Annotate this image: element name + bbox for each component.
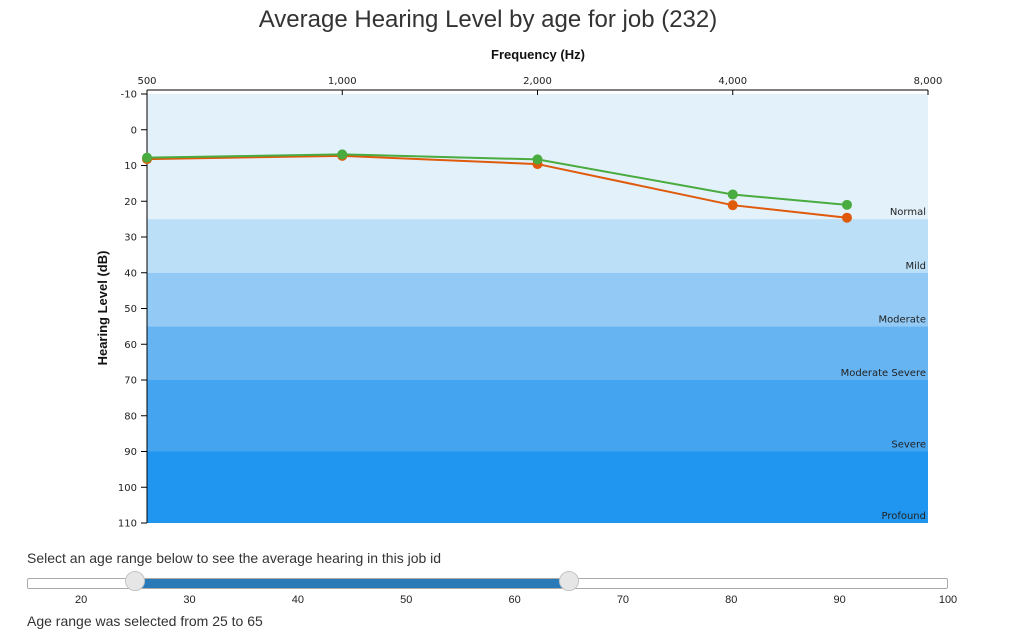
slider-tick-5: 70 <box>616 594 630 606</box>
slider-tick-7: 90 <box>833 594 846 606</box>
series-points <box>142 149 852 223</box>
y-tick-label-10: 90 <box>124 447 137 458</box>
slider-tick-3: 50 <box>400 594 413 606</box>
slider-tick-4: 60 <box>508 594 521 606</box>
series-1-point-1 <box>337 149 348 160</box>
series-0-point-4 <box>841 212 852 223</box>
band-2 <box>147 272 928 327</box>
y-tick-label-0: -10 <box>121 90 137 101</box>
x-tick-label-2: 2,000 <box>523 76 552 87</box>
slider-handle-min[interactable] <box>125 571 146 591</box>
band-4 <box>147 380 928 452</box>
band-label-1: Mild <box>905 261 926 272</box>
series-1-point-0 <box>142 152 152 163</box>
x-tick-label-1: 1,000 <box>328 76 357 87</box>
severity-bands: Normal Mild Moderate Moderate Severe Severe P… <box>147 94 928 523</box>
slider-tick-6: 80 <box>725 594 738 606</box>
slider-tick-2: 40 <box>291 594 304 606</box>
band-label-0: Normal <box>890 207 926 218</box>
x-tick-label-3: 4,000 <box>718 76 747 87</box>
y-axis-title: Hearing Level (dB) <box>95 251 110 366</box>
band-3 <box>147 326 928 380</box>
y-tick-label-5: 40 <box>124 268 137 279</box>
y-tick-label-2: 10 <box>124 161 137 172</box>
y-tick-label-6: 50 <box>124 304 137 315</box>
band-5 <box>147 451 928 523</box>
y-tick-label-11: 100 <box>118 483 137 494</box>
selection-text: Age range was selected from 25 to 65 <box>27 613 263 629</box>
slider-tick-labels: 20 30 40 50 60 70 80 90 100 <box>0 594 1036 610</box>
series-0-point-3 <box>727 200 738 211</box>
y-tick-label-1: 0 <box>131 125 137 136</box>
y-tick-label-8: 70 <box>124 376 137 387</box>
slider-tick-1: 30 <box>183 594 196 606</box>
band-label-2: Moderate <box>878 314 926 325</box>
y-axis: -10 0 10 20 30 40 50 60 70 80 90 100 110 <box>118 90 148 530</box>
slider-tick-8: 100 <box>938 594 958 606</box>
age-range-slider[interactable] <box>27 578 948 589</box>
y-tick-label-4: 30 <box>124 233 137 244</box>
band-label-3: Moderate Severe <box>841 368 926 379</box>
y-tick-label-9: 80 <box>124 411 137 422</box>
x-tick-label-4: 8,000 <box>914 76 943 87</box>
x-axis-title: Frequency (Hz) <box>491 47 585 62</box>
series-1-point-2 <box>532 154 543 165</box>
band-1 <box>147 219 928 273</box>
y-tick-label-7: 60 <box>124 340 137 351</box>
y-tick-label-12: 110 <box>118 519 137 530</box>
slider-prompt: Select an age range below to see the ave… <box>27 550 442 566</box>
hearing-chart: Normal Mild Moderate Moderate Severe Severe P… <box>95 47 942 530</box>
chart-title: Average Hearing Level by age for job (23… <box>258 6 718 33</box>
slider-selected-range[interactable] <box>136 579 570 588</box>
band-label-5: Profound <box>881 511 926 522</box>
y-tick-label-3: 20 <box>124 197 137 208</box>
x-tick-label-0: 500 <box>137 76 156 87</box>
series-1-point-4 <box>841 199 852 210</box>
slider-tick-0: 20 <box>75 594 88 606</box>
band-label-4: Severe <box>891 440 926 451</box>
x-axis: 500 1,000 2,000 4,000 8,000 <box>137 76 942 95</box>
slider-handle-max[interactable] <box>558 571 579 591</box>
series-1-point-3 <box>727 189 738 200</box>
